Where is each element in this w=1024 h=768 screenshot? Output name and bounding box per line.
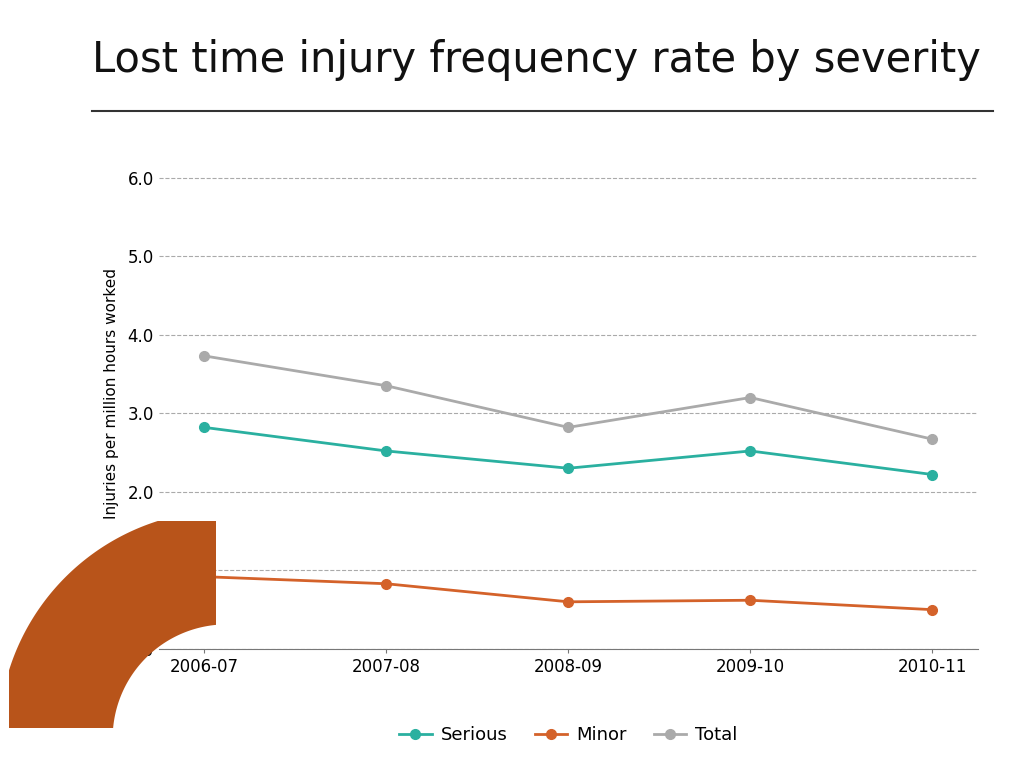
Text: Lost time injury frequency rate by severity: Lost time injury frequency rate by sever… <box>92 38 981 81</box>
Line: Total: Total <box>200 351 937 444</box>
Legend: Serious, Minor, Total: Serious, Minor, Total <box>392 720 744 752</box>
Minor <box>927 605 939 614</box>
Total <box>380 381 392 390</box>
Serious <box>562 464 574 473</box>
Serious <box>198 422 210 432</box>
Minor <box>562 598 574 607</box>
Minor <box>198 572 210 581</box>
Total <box>927 435 939 444</box>
Y-axis label: Injuries per million hours worked: Injuries per million hours worked <box>104 268 119 519</box>
Line: Minor: Minor <box>200 572 937 614</box>
Serious <box>380 446 392 455</box>
Total <box>562 422 574 432</box>
Serious <box>744 446 757 455</box>
Total <box>744 393 757 402</box>
Serious <box>927 470 939 479</box>
Total <box>198 351 210 360</box>
Minor <box>744 596 757 605</box>
Line: Serious: Serious <box>200 422 937 479</box>
Text: www.dmp.wa.gov.au/ResourcesSafety: www.dmp.wa.gov.au/ResourcesSafety <box>354 741 670 759</box>
Polygon shape <box>0 511 226 739</box>
Minor <box>380 579 392 588</box>
